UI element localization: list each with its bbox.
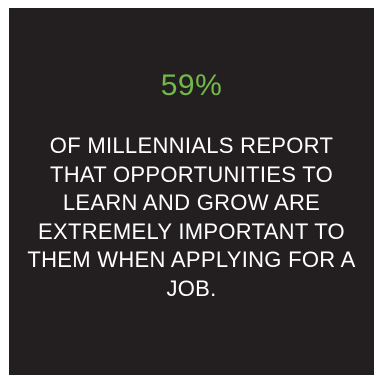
stat-caption: OF MILLENNIALS REPORT THAT OPPORTUNITIES… — [27, 133, 356, 301]
stat-percentage: 59% — [160, 69, 223, 102]
stat-card: 59% OF MILLENNIALS REPORT THAT OPPORTUNI… — [9, 8, 374, 375]
